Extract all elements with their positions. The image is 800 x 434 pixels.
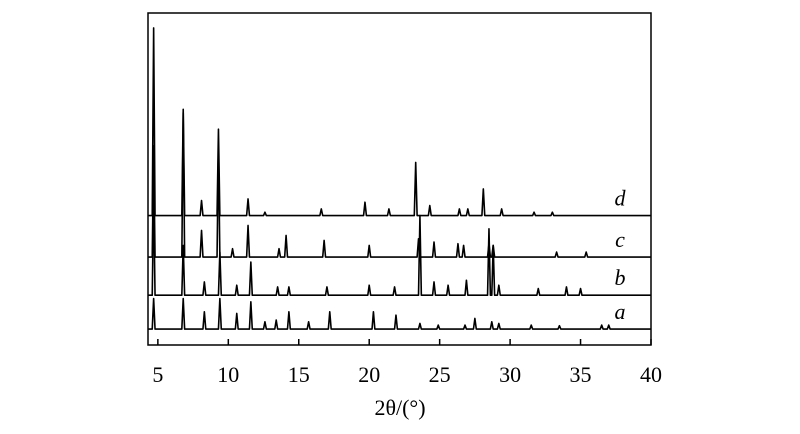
x-tick-label: 5 bbox=[152, 362, 163, 387]
series-label: b bbox=[615, 265, 626, 290]
xrd-trace bbox=[148, 194, 651, 296]
series-label: c bbox=[615, 227, 625, 252]
x-tick-label: 20 bbox=[358, 362, 380, 387]
series-label: d bbox=[615, 186, 627, 211]
x-tick-label: 15 bbox=[288, 362, 310, 387]
x-tick-label: 30 bbox=[499, 362, 521, 387]
xrd-trace bbox=[148, 111, 651, 258]
x-tick-label: 25 bbox=[429, 362, 451, 387]
xrd-trace bbox=[148, 297, 651, 330]
plot-frame bbox=[147, 12, 652, 346]
x-tick-label: 10 bbox=[217, 362, 239, 387]
xrd-trace bbox=[148, 27, 651, 217]
x-tick-label: 40 bbox=[640, 362, 662, 387]
series-label: a bbox=[615, 299, 626, 324]
x-tick-label: 35 bbox=[570, 362, 592, 387]
x-axis-label: 2θ/(°) bbox=[374, 395, 425, 420]
